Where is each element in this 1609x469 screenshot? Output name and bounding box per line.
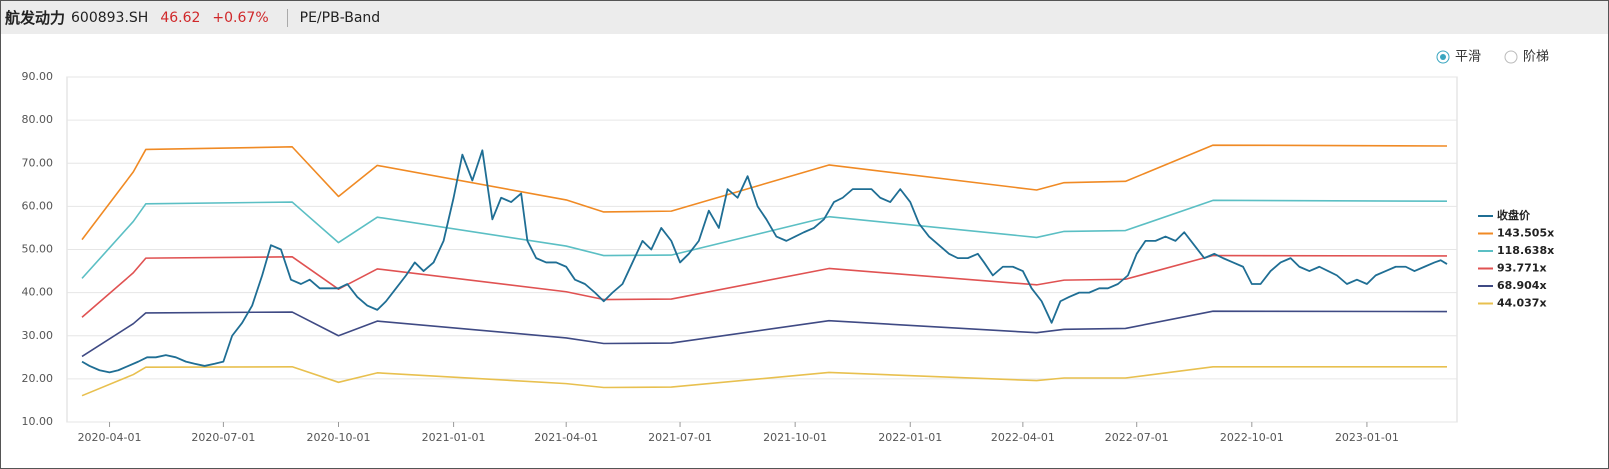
x-tick-label: 2023-01-01 [1335, 431, 1399, 444]
x-tick-label: 2020-10-01 [307, 431, 371, 444]
series-line [81, 366, 1447, 397]
y-tick-label: 40.00 [22, 286, 54, 299]
stock-name: 航发动力 [5, 9, 66, 27]
x-tick-label: 2022-07-01 [1105, 431, 1169, 444]
x-tick-label: 2022-01-01 [878, 431, 942, 444]
y-tick-label: 90.00 [22, 70, 54, 83]
change: +0.67% [212, 9, 269, 26]
series-line [81, 144, 1447, 241]
x-tick-label: 2021-10-01 [763, 431, 827, 444]
tab[interactable]: PE/PB-Band [299, 9, 381, 26]
x-tick-label: 2021-04-01 [534, 431, 598, 444]
y-tick-label: 20.00 [22, 372, 54, 385]
price: 46.62 [160, 9, 201, 26]
legend-label: 68.904x [1497, 279, 1547, 292]
y-tick-label: 60.00 [22, 199, 54, 212]
x-tick-label: 2021-07-01 [648, 431, 712, 444]
separator [286, 8, 288, 27]
legend-label: 93.771x [1497, 262, 1547, 275]
y-tick-label: 70.00 [22, 156, 54, 169]
y-tick-label: 10.00 [22, 415, 54, 428]
y-tick-label: 30.00 [22, 329, 54, 342]
toggle-label[interactable]: 平滑 [1455, 50, 1481, 65]
header: 航发动力 600893.SH 46.62 +0.67% PE/PB-Band [1, 1, 1608, 34]
series-line [81, 199, 1447, 279]
stock-code: 600893.SH [71, 9, 149, 26]
toggle-label[interactable]: 阶梯 [1523, 50, 1549, 65]
legend-label: 118.638x [1497, 244, 1554, 257]
series-line [81, 310, 1447, 358]
radio[interactable] [1504, 50, 1518, 64]
series-line [81, 254, 1447, 318]
x-tick-label: 2020-07-01 [191, 431, 255, 444]
legend-label: 44.037x [1497, 297, 1547, 310]
radio-dot[interactable] [1440, 54, 1446, 60]
y-tick-label: 50.00 [22, 243, 54, 256]
x-tick-label: 2021-01-01 [422, 431, 486, 444]
legend-label: 收盘价 [1497, 208, 1531, 222]
x-tick-label: 2022-10-01 [1220, 431, 1284, 444]
legend-label: 143.505x [1497, 227, 1554, 240]
series-line [81, 149, 1448, 374]
x-tick-label: 2020-04-01 [78, 431, 142, 444]
y-tick-label: 80.00 [22, 113, 54, 126]
x-tick-label: 2022-04-01 [991, 431, 1055, 444]
